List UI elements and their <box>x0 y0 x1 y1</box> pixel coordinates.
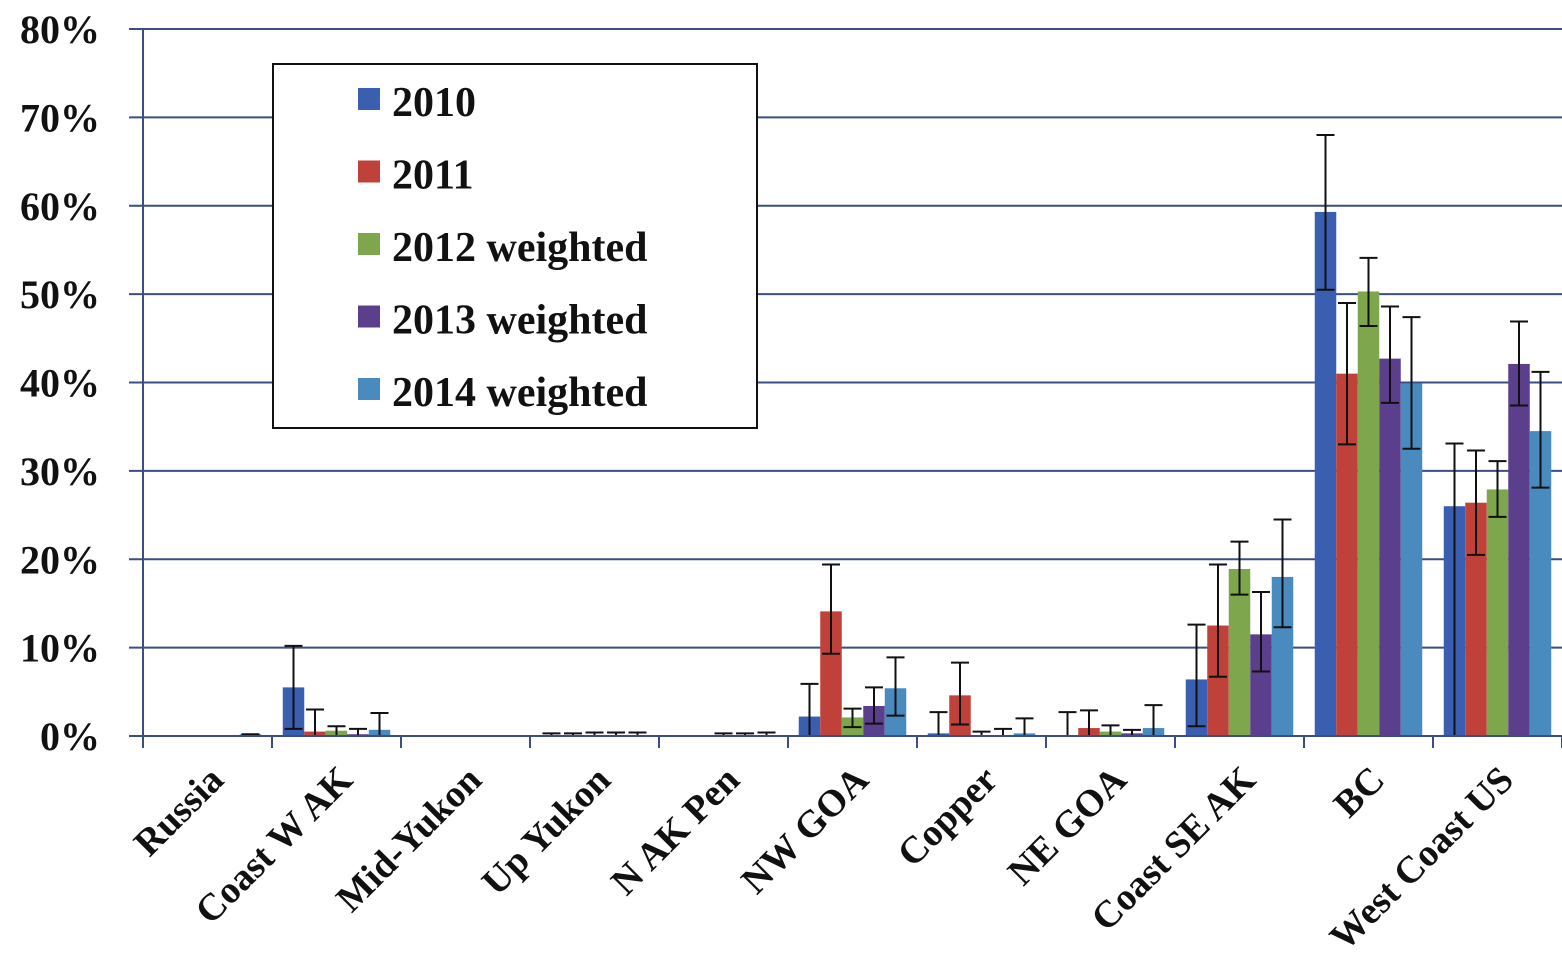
y-tick-label: 70% <box>20 95 100 140</box>
x-category-label: NE GOA <box>1000 758 1135 893</box>
x-category-label: Russia <box>126 759 232 865</box>
x-axis <box>142 735 1562 748</box>
legend-box <box>272 63 758 429</box>
error-bars <box>241 134 1550 736</box>
legend-label: 2011 <box>392 153 474 199</box>
bar <box>1379 358 1401 736</box>
bar <box>1508 363 1530 736</box>
y-tick-label: 30% <box>20 449 100 494</box>
legend-label: 2012 weighted <box>392 225 648 271</box>
y-tick-label: 20% <box>20 537 100 582</box>
bar <box>1271 576 1294 736</box>
bar <box>1486 489 1509 736</box>
legend-swatch <box>358 88 380 110</box>
bar <box>1336 373 1358 736</box>
bar <box>1529 431 1552 736</box>
bar <box>820 611 842 736</box>
bar <box>1314 211 1337 736</box>
legend-label: 2014 weighted <box>392 370 648 416</box>
bar <box>1400 383 1423 736</box>
y-tick-label: 40% <box>20 361 100 406</box>
x-category-label: NW GOA <box>733 758 877 902</box>
legend: 2010 2011 2012 weighted 2013 weighted 2014 w… <box>272 63 758 429</box>
legend-swatch <box>358 378 380 400</box>
legend-label: 2013 weighted <box>392 298 648 344</box>
y-tick-label: 10% <box>20 626 100 671</box>
legend-label: 2010 <box>392 80 476 126</box>
y-axis-tick-labels: 0% 10% 20% 30% 40% 50% 60% 70% 80% <box>20 7 100 759</box>
bar <box>1250 634 1272 736</box>
bars <box>239 211 1552 736</box>
legend-swatch <box>358 160 380 183</box>
bar <box>1465 502 1487 736</box>
x-category-label: N AK Pen <box>603 759 748 904</box>
y-tick-label: 80% <box>20 7 100 52</box>
legend-swatch <box>358 233 380 255</box>
y-tick-label: 60% <box>20 184 100 229</box>
x-category-label: BC <box>1326 759 1393 826</box>
bar <box>1228 568 1251 736</box>
y-tick-label: 0% <box>40 714 100 759</box>
y-tick-label: 50% <box>20 272 100 317</box>
x-category-label: Copper <box>890 759 1006 875</box>
bar <box>1357 291 1380 736</box>
x-category-label: Up Yukon <box>474 759 619 904</box>
bar <box>1207 625 1229 736</box>
legend-swatch <box>358 305 380 328</box>
